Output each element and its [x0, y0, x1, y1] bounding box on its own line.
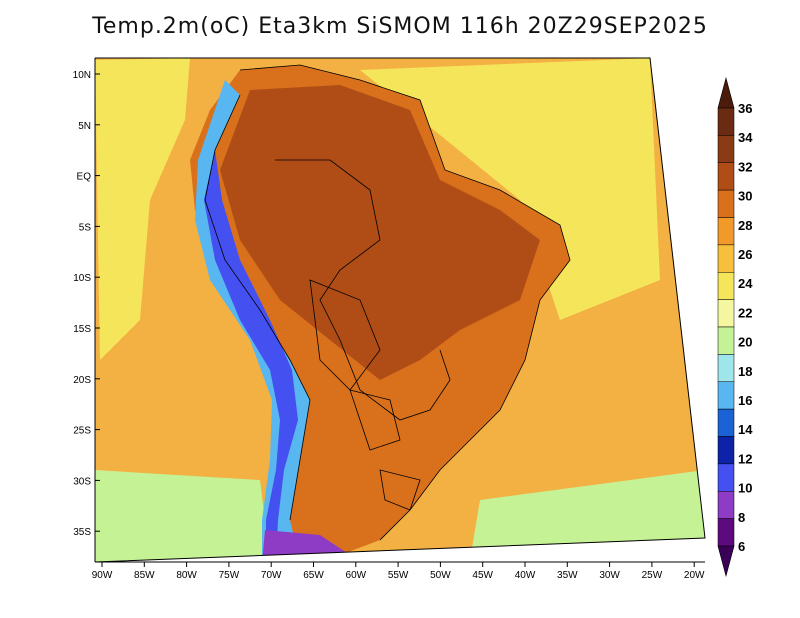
colorbar-top-arrow — [717, 76, 735, 109]
colorbar-segment — [717, 299, 735, 328]
lat-label: EQ — [77, 172, 92, 183]
paraguay-border — [349, 389, 401, 451]
colorbar-label: 20 — [738, 335, 752, 350]
south-atlantic-cold-zone — [470, 470, 705, 560]
lon-label: 70W — [261, 570, 282, 581]
colorbar-segment — [717, 217, 735, 246]
lon-label: 55W — [388, 570, 409, 581]
colorbar-label: 28 — [738, 218, 752, 233]
colorbar-segment — [717, 518, 735, 547]
lon-label: 50W — [430, 570, 451, 581]
colorbar-label: 10 — [738, 481, 752, 496]
colorbar-label: 14 — [738, 422, 753, 437]
pacific-coast — [204, 94, 311, 521]
colorbar-segment — [717, 162, 735, 191]
plot-frame — [94, 57, 706, 563]
south-cold-zone — [95, 470, 270, 562]
colorbar-segment — [717, 491, 735, 519]
colorbar-label: 34 — [738, 130, 753, 145]
colorbar-label: 24 — [738, 276, 753, 291]
country-borders — [204, 64, 571, 541]
atlantic-warm-zone — [360, 58, 660, 320]
lon-label: 75W — [219, 570, 240, 581]
colorbar-segment — [717, 463, 735, 492]
lon-label: 90W — [92, 570, 113, 581]
colorbar-label: 16 — [738, 393, 752, 408]
colorbar-segment — [717, 272, 735, 300]
amazon-hot-zone — [220, 85, 540, 380]
lon-label: 30W — [599, 570, 620, 581]
lon-label: 65W — [303, 570, 324, 581]
colorbar-label: 8 — [738, 510, 745, 525]
andes-high-core — [204, 150, 298, 562]
uruguay-border — [379, 469, 421, 511]
temperature-field — [95, 58, 705, 562]
lon-label: 80W — [176, 570, 197, 581]
lon-label: 35W — [557, 570, 578, 581]
lat-label: 25S — [73, 426, 91, 437]
colorbar-segment — [717, 244, 735, 273]
lat-label: 20S — [73, 375, 91, 386]
lon-label: 45W — [472, 570, 493, 581]
colorbar-segment — [717, 354, 735, 382]
colorbar-segment — [717, 107, 735, 136]
lat-label: 5S — [79, 222, 92, 233]
colorbar-label: 18 — [738, 364, 752, 379]
colorbar-segment — [717, 326, 735, 355]
colorbar-label: 30 — [738, 189, 752, 204]
colorbar-segment — [717, 436, 735, 465]
colorbar-label: 26 — [738, 247, 752, 262]
colorbar-label: 12 — [738, 451, 752, 466]
colorbar-segment — [717, 189, 735, 218]
longitude-axis: 90W 85W 80W 75W 70W 65W 60W 55W 50W 45W 40W 35W 30W 2… — [92, 562, 705, 581]
colorbar-segment — [717, 135, 735, 163]
colorbar: 36 34 32 30 28 26 24 22 20 18 16 14 12 10 8 6 — [717, 76, 753, 578]
colorbar-segment — [717, 381, 735, 410]
lat-label: 10S — [73, 273, 91, 284]
lon-label: 20W — [684, 570, 705, 581]
colorbar-label: 36 — [738, 101, 752, 116]
pacific-cool-zone — [95, 58, 190, 360]
lat-label: 15S — [73, 324, 91, 335]
lat-label: 5N — [78, 121, 91, 132]
lat-label: 10N — [73, 70, 91, 81]
lon-label: 25W — [642, 570, 663, 581]
lat-label: 30S — [73, 476, 91, 487]
lat-label: 35S — [73, 527, 91, 538]
colorbar-bottom-arrow — [717, 545, 735, 578]
map-title: Temp.2m(oC) Eta3km SiSMOM 116h 20Z29SEP2… — [92, 14, 708, 39]
colorbar-label: 6 — [738, 539, 745, 554]
bolivia-border — [309, 279, 381, 391]
colorbar-label: 22 — [738, 305, 752, 320]
lon-label: 85W — [134, 570, 155, 581]
colorbar-label: 32 — [738, 159, 752, 174]
lon-label: 40W — [515, 570, 536, 581]
brazil-border — [275, 159, 451, 421]
colorbar-segment — [717, 408, 735, 437]
coastline — [239, 64, 571, 541]
lon-label: 60W — [346, 570, 367, 581]
latitude-axis: 10N 5N EQ 5S 10S 15S 20S 25S 30S 35S — [73, 70, 100, 538]
